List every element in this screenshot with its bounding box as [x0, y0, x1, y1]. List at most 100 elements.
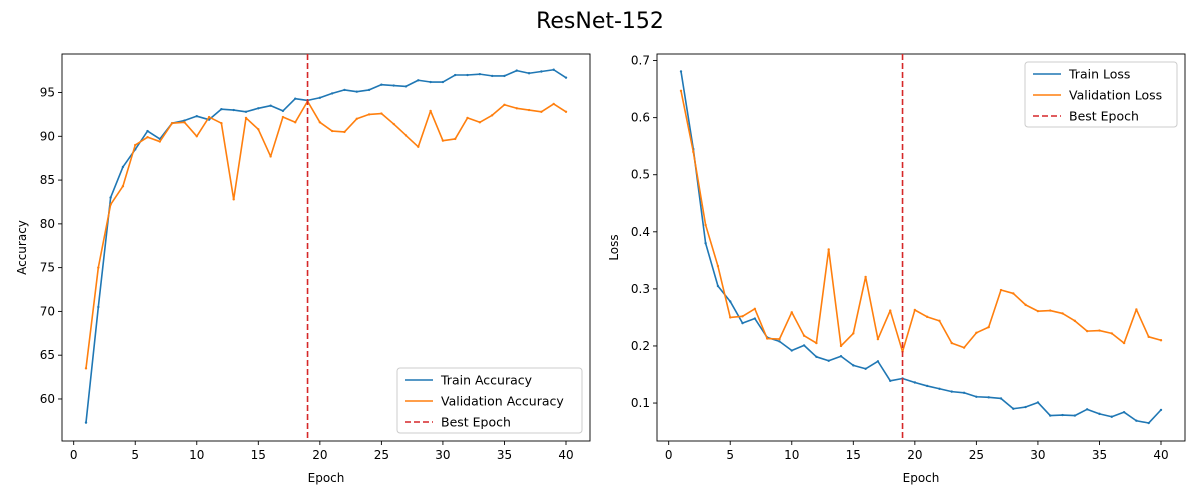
chart-1-series-train-loss-point [975, 395, 978, 398]
chart-0-x-tick-label: 10 [189, 448, 204, 462]
chart-0-series-validation-accuracy-point [355, 117, 358, 120]
chart-1-y-tick-label: 0.4 [631, 225, 650, 239]
chart-1-series-train-loss-point [950, 390, 953, 393]
chart-1-legend-label: Validation Loss [1069, 88, 1162, 103]
chart-1-y-tick-label: 0.3 [631, 282, 650, 296]
chart-0-series-validation-accuracy-point [343, 130, 346, 134]
chart-0-x-tick-label: 30 [435, 448, 450, 462]
chart-1-y-tick-label: 0.5 [631, 168, 650, 182]
chart-0-series-validation-accuracy-line [85, 100, 567, 369]
chart-0-x-tick-label: 40 [558, 448, 573, 462]
chart-0-series-validation-accuracy-point [84, 367, 88, 370]
chart-0-legend-box [396, 367, 583, 434]
chart-0-series-validation-accuracy-point [109, 203, 112, 206]
chart-0-series-train-accuracy-point [503, 74, 506, 78]
chart-1-series-validation-loss-point [1147, 335, 1150, 339]
chart-1-series-train-loss-point [815, 355, 818, 359]
chart-1-x-tick-label: 35 [1092, 448, 1107, 462]
chart-0-y-tick-label: 95 [40, 86, 55, 100]
chart-0-x-tick-label: 20 [312, 448, 327, 462]
chart-0-legend-label: Validation Accuracy [441, 394, 564, 409]
chart-1-series-train-loss-point [802, 344, 806, 347]
chart-0-series-train-accuracy-point [466, 73, 469, 77]
chart-1-series-validation-loss-point [729, 316, 732, 319]
chart-1-series-validation-loss-point [1122, 341, 1126, 345]
chart-0-x-tick-label: 25 [374, 448, 389, 462]
chart-0-x-axis-label: Epoch [308, 471, 345, 485]
chart-1-series-train-loss-point [999, 397, 1003, 400]
chart-0-series-validation-accuracy-point [170, 121, 174, 125]
chart-1-series-train-loss-point [987, 396, 990, 399]
chart-1-y-axis-label: Loss [607, 234, 621, 260]
chart-1-series-validation-loss-point [1036, 309, 1040, 313]
chart-1-series-train-loss-point [704, 242, 707, 245]
chart-0-series-validation-accuracy-point [330, 129, 334, 133]
chart-1-y-tick-label: 0.2 [631, 339, 650, 353]
chart-0-series-validation-accuracy-point [564, 110, 568, 113]
chart-1-series-train-loss-point [716, 284, 720, 288]
chart-0-series-train-accuracy-point [454, 73, 457, 77]
chart-0-series-train-accuracy-point [257, 107, 260, 110]
chart-0-series-train-accuracy-point [564, 76, 568, 79]
chart-1-series-validation-loss-point [741, 315, 744, 318]
chart-1-series-train-loss-point [925, 384, 929, 388]
chart-0-series-validation-accuracy-point [490, 114, 494, 117]
chart-0-series-validation-accuracy-point [404, 134, 408, 137]
chart-0-legend-label: Train Accuracy [440, 373, 533, 388]
chart-0-series-train-accuracy-point [146, 129, 149, 133]
chart-0-series-train-accuracy-point [244, 110, 248, 113]
chart-0-series-validation-accuracy-point [367, 113, 371, 116]
chart-1-series-validation-loss-point [679, 89, 683, 93]
chart-1-legend-box [1024, 61, 1178, 128]
chart-1-series-validation-loss-point [950, 341, 953, 345]
chart-1-series-train-loss-point [1012, 407, 1015, 410]
chart-1-series-train-loss-point [1024, 405, 1027, 409]
chart-0-series-train-accuracy-point [220, 107, 223, 111]
chart-0-series-validation-accuracy-point [281, 115, 285, 119]
chart-0-series-validation-accuracy-point [392, 122, 395, 126]
accuracy-chart: 0 5 10 15 20 25 30 35 40 60 65 70 75 80 85 90 95 Epoch Acc… [15, 53, 591, 485]
chart-0-series-validation-accuracy-point [466, 116, 469, 120]
chart-1-x-axis-label: Epoch [903, 471, 940, 485]
chart-1-series-validation-loss-point [753, 307, 757, 311]
chart-0-series-validation-accuracy-point [441, 139, 445, 142]
chart-0-series-train-accuracy-point [84, 421, 88, 424]
chart-1-x-tick-label: 40 [1153, 448, 1168, 462]
chart-0-x-tick-label: 35 [497, 448, 512, 462]
chart-0-series-validation-accuracy-point [146, 135, 149, 139]
chart-0-series-train-accuracy-point [527, 72, 531, 75]
chart-1-legend-label: Train Loss [1068, 67, 1130, 82]
chart-1-y-tick-label: 0.6 [631, 111, 650, 125]
chart-0-series-validation-accuracy-point [540, 110, 543, 113]
chart-0-series-validation-accuracy-point [244, 116, 248, 120]
chart-0-series-train-accuracy-point [121, 165, 125, 169]
chart-0-series-validation-accuracy-point [121, 185, 125, 188]
chart-0-legend-label: Best Epoch [441, 415, 511, 430]
chart-1-series-train-loss-point [1159, 408, 1163, 412]
chart-1-series-train-loss-point [852, 364, 855, 367]
chart-1-series-validation-loss-point [802, 334, 806, 337]
chart-1-x-tick-label: 5 [726, 448, 734, 462]
chart-0-series-train-accuracy-point [269, 104, 272, 107]
chart-1-series-train-loss-point [790, 349, 793, 352]
chart-1-series-train-loss-point [1147, 421, 1150, 425]
chart-0-series-train-accuracy-point [429, 80, 432, 84]
chart-1-x-tick-label: 15 [846, 448, 861, 462]
chart-1-series-train-loss-point [864, 367, 867, 370]
chart-0-y-tick-label: 75 [40, 261, 55, 275]
chart-1-series-train-loss-line [680, 71, 1162, 424]
chart-1-series-validation-loss-point [1012, 292, 1015, 295]
chart-0-series-validation-accuracy-point [429, 109, 432, 113]
chart-1-series-validation-loss-point [975, 331, 978, 335]
chart-0-series-validation-accuracy-point [294, 121, 297, 124]
chart-0-series-validation-accuracy-point [97, 266, 100, 269]
chart-0-y-axis-label: Accuracy [15, 220, 29, 275]
chart-0-series-validation-accuracy-point [232, 198, 235, 201]
chart-0-series-validation-accuracy-point [269, 155, 272, 158]
chart-1-series-validation-loss-point [704, 223, 707, 227]
chart-1-series-train-loss-point [1110, 415, 1113, 418]
chart-0-y-tick-label: 60 [40, 392, 55, 406]
chart-0-legend: Train Accuracy Validation Accuracy Best Ep… [396, 367, 583, 434]
chart-0-series-train-accuracy-point [515, 69, 518, 72]
